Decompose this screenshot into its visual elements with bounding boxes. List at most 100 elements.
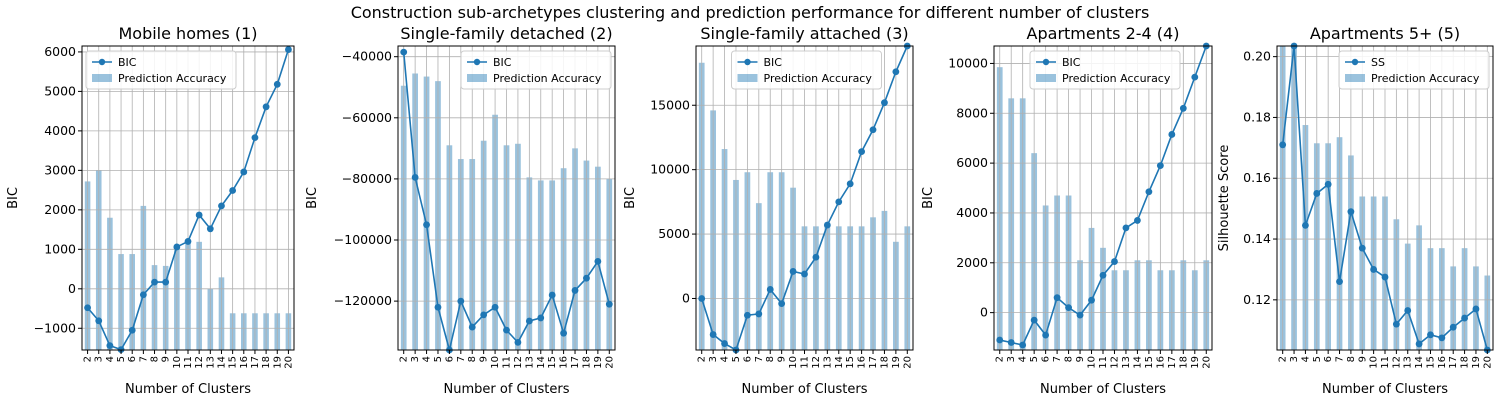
y-tick-label: 0 xyxy=(980,305,988,320)
line-point xyxy=(755,310,763,318)
line-point xyxy=(1404,307,1412,314)
line-point xyxy=(240,168,248,176)
x-tick-label: 12 xyxy=(1109,356,1120,369)
legend-label: BIC xyxy=(493,56,512,69)
x-tick-label: 3 xyxy=(1006,356,1017,362)
x-tick-label: 12 xyxy=(811,356,822,369)
x-tick-label: 20 xyxy=(283,356,294,369)
x-tick-label: 5 xyxy=(116,356,127,362)
x-tick-label: 11 xyxy=(1380,356,1391,369)
x-tick-label: 12 xyxy=(513,356,524,369)
line-point xyxy=(206,225,214,233)
y-tick-label: 0.16 xyxy=(1243,170,1271,185)
line-point xyxy=(491,303,499,311)
line-point xyxy=(1370,266,1378,273)
x-tick-label: 20 xyxy=(902,356,913,369)
line-point xyxy=(229,187,237,194)
x-tick-label: 7 xyxy=(456,356,467,362)
line-point xyxy=(743,311,751,319)
x-tick-label: 7 xyxy=(138,356,149,362)
legend: BIC Prediction Accuracy xyxy=(1029,50,1181,90)
x-tick-label: 3 xyxy=(410,356,421,362)
x-tick-label: 19 xyxy=(1190,356,1201,369)
x-tick-label: 9 xyxy=(479,356,490,362)
line-point xyxy=(423,221,430,229)
line-point xyxy=(285,46,292,53)
panel-title: Single-family detached (2) xyxy=(400,24,612,43)
x-tick-label: 14 xyxy=(216,356,227,369)
x-tick-label: 14 xyxy=(1414,356,1425,369)
x-tick-label: 15 xyxy=(1144,356,1155,369)
x-tick-label: 2 xyxy=(399,356,410,362)
line-point xyxy=(525,317,533,325)
x-tick-label: 8 xyxy=(765,356,776,362)
y-tick-label: 1000 xyxy=(44,241,76,256)
x-tick-label: 7 xyxy=(1052,356,1063,362)
legend-label: Prediction Accuracy xyxy=(118,72,227,85)
x-tick-label: 6 xyxy=(444,356,455,362)
line-point xyxy=(1030,316,1038,324)
line-point xyxy=(709,331,717,338)
x-axis-label: Number of Clusters xyxy=(742,382,868,397)
x-tick-label: 16 xyxy=(1437,356,1448,369)
line-point xyxy=(1302,221,1309,229)
legend-bar-swatch xyxy=(1036,74,1056,82)
x-tick-label: 13 xyxy=(822,356,833,369)
x-tick-label: 7 xyxy=(754,356,765,362)
line-point xyxy=(1336,278,1343,285)
x-tick-label: 6 xyxy=(1323,356,1334,362)
line-point xyxy=(1156,162,1164,170)
x-tick-label: 6 xyxy=(742,356,753,362)
x-tick-label: 9 xyxy=(1075,356,1086,362)
line-point xyxy=(84,304,91,312)
line-point xyxy=(1191,73,1199,81)
y-tick-label: 0.18 xyxy=(1243,109,1271,124)
x-tick-label: 12 xyxy=(194,356,205,369)
x-tick-label: 16 xyxy=(857,356,868,369)
y-tick-label: 0.12 xyxy=(1243,292,1271,307)
panel-title: Single-family attached (3) xyxy=(700,24,908,43)
line-point xyxy=(801,270,808,278)
legend-label: Prediction Accuracy xyxy=(1371,72,1480,85)
line-point xyxy=(1324,180,1332,188)
panel-title: Mobile homes (1) xyxy=(118,24,257,43)
line-point xyxy=(1111,258,1118,265)
line-point xyxy=(1122,224,1130,232)
x-tick-label: 12 xyxy=(1391,356,1402,369)
y-tick-label: 4000 xyxy=(44,123,76,138)
line-point xyxy=(503,326,510,334)
x-tick-label: 4 xyxy=(720,356,731,362)
legend-box xyxy=(1338,50,1490,90)
line-point xyxy=(218,202,225,210)
line-point xyxy=(184,238,192,245)
line-point xyxy=(1472,305,1480,313)
y-tick-label: −1000 xyxy=(34,320,76,335)
line-point xyxy=(1019,341,1027,349)
panel-1: −1000 0 1000 2000 3000 4000 5000 6000 2 3 4 5 6 7 8 9 10… xyxy=(6,24,295,397)
line-point xyxy=(605,300,613,308)
x-tick-label: 17 xyxy=(1448,356,1459,369)
y-tick-label: 15000 xyxy=(650,97,690,112)
x-tick-label: 2 xyxy=(1278,356,1289,362)
y-tick-label: 10000 xyxy=(650,162,690,177)
x-tick-label: 14 xyxy=(1132,356,1143,369)
line-point xyxy=(400,48,408,56)
line-point xyxy=(1145,188,1153,196)
y-axis-label: BIC xyxy=(305,187,320,209)
x-tick-label: 5 xyxy=(1312,356,1323,362)
x-tick-label: 18 xyxy=(1460,356,1471,369)
line-point xyxy=(594,257,602,265)
line-point xyxy=(480,311,488,319)
x-tick-label: 11 xyxy=(1098,356,1109,369)
line-point xyxy=(858,148,866,156)
line-point xyxy=(1099,271,1107,279)
x-tick-label: 17 xyxy=(1167,356,1178,369)
x-tick-label: 2 xyxy=(697,356,708,362)
line-point xyxy=(411,173,419,181)
legend-box xyxy=(1029,50,1181,90)
x-tick-label: 20 xyxy=(1482,356,1493,369)
x-tick-label: 4 xyxy=(105,356,116,362)
legend: BIC Prediction Accuracy xyxy=(85,50,237,90)
x-tick-label: 18 xyxy=(581,356,592,369)
